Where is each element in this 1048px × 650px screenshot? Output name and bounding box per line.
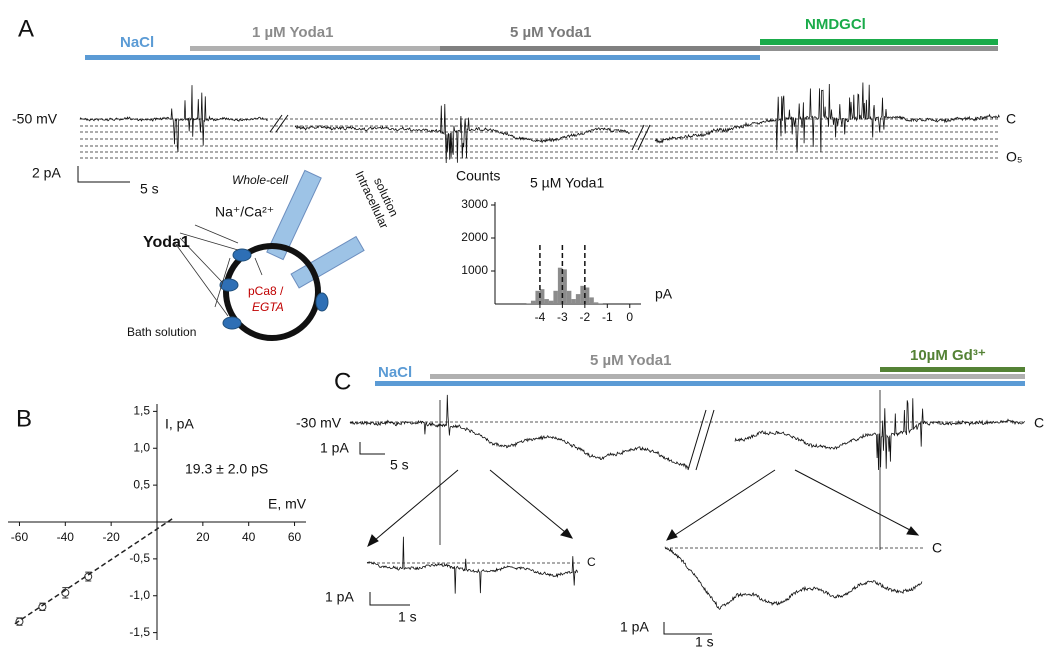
annotation: 19.3 ± 2.0 pS xyxy=(185,461,268,477)
y-tick-label: 3000 xyxy=(461,197,488,211)
condition-bar xyxy=(880,367,1025,372)
axis-title: Counts xyxy=(456,168,500,184)
bar xyxy=(594,302,598,304)
condition-bar xyxy=(375,381,1025,386)
panel-label: C xyxy=(334,368,351,395)
condition-bar xyxy=(760,39,998,45)
scale-label: 5 s xyxy=(140,181,159,197)
fit-line xyxy=(15,518,173,623)
bar xyxy=(553,291,557,304)
x-tick-label: 40 xyxy=(242,530,256,544)
scale-bar xyxy=(78,166,130,182)
trace-segment xyxy=(80,85,268,152)
y-tick-label: 0,5 xyxy=(133,477,150,491)
trace-segment xyxy=(295,104,630,163)
x-tick-label: -3 xyxy=(557,310,568,324)
holding-label: -50 mV xyxy=(12,111,58,127)
diagram-label: EGTA xyxy=(252,300,284,314)
axis-title: pA xyxy=(655,286,673,302)
bar xyxy=(526,303,530,304)
bar xyxy=(567,291,571,304)
state-label: C xyxy=(1006,111,1016,127)
diagram-label: Bath solution xyxy=(127,325,196,339)
bar xyxy=(549,301,553,304)
trace xyxy=(350,390,1025,609)
condition-bar xyxy=(85,55,760,60)
bar xyxy=(571,299,575,304)
panel-label: B xyxy=(16,405,32,432)
bar xyxy=(544,299,548,304)
x-tick-label: -20 xyxy=(102,530,120,544)
scale-label: 1 pA xyxy=(325,589,354,605)
bar xyxy=(576,294,580,304)
state-label: C xyxy=(587,555,596,569)
x-tick-label: -60 xyxy=(11,530,29,544)
bar xyxy=(589,297,593,304)
scale-label: 1 pA xyxy=(320,440,349,456)
scale-label: 2 pA xyxy=(32,165,61,181)
trace-segment xyxy=(665,547,922,610)
diagram-label: Yoda1 xyxy=(143,234,190,251)
level-lines xyxy=(80,119,1000,158)
scale-label: 1 s xyxy=(695,634,714,650)
scale-bar xyxy=(360,442,385,454)
trace-segment xyxy=(655,83,999,152)
state-label: C xyxy=(1034,415,1044,431)
condition-bar xyxy=(190,46,440,51)
y-tick-label: 1,0 xyxy=(133,440,150,454)
diagram-label: Whole-cell xyxy=(232,173,288,187)
diagram-label: pCa8 / xyxy=(248,284,284,298)
y-tick-label: -0,5 xyxy=(129,551,150,565)
x-tick-label: 20 xyxy=(196,530,210,544)
chart-title: 5 µM Yoda1 xyxy=(530,175,604,191)
scale-label: 1 pA xyxy=(620,619,649,635)
holding-label: -30 mV xyxy=(296,415,342,431)
x-tick-label: 0 xyxy=(626,310,633,324)
break-mark xyxy=(270,115,650,150)
axis-title: E, mV xyxy=(268,496,307,512)
y-tick-label: 1,5 xyxy=(133,404,150,418)
condition-bar xyxy=(440,46,760,51)
y-tick-label: 2000 xyxy=(461,230,488,244)
y-tick-label: -1,0 xyxy=(129,588,150,602)
bar xyxy=(630,303,634,304)
y-tick-label: 1000 xyxy=(461,263,488,277)
trace-segment xyxy=(367,537,578,594)
condition-label: NaCl xyxy=(378,364,412,381)
condition-label: 5 µM Yoda1 xyxy=(510,24,591,41)
condition-label: 5 µM Yoda1 xyxy=(590,352,671,369)
zoom-arrows xyxy=(368,470,918,546)
condition-bar xyxy=(430,374,1025,379)
break-mark xyxy=(688,410,714,470)
x-tick-label: -1 xyxy=(602,310,613,324)
axis-title: I, pA xyxy=(165,416,194,432)
x-tick-label: -4 xyxy=(535,310,546,324)
panel-label: A xyxy=(18,15,34,42)
scale-label: 1 s xyxy=(398,609,417,625)
x-tick-label: -2 xyxy=(580,310,591,324)
scale-label: 5 s xyxy=(390,457,409,473)
trace xyxy=(80,83,999,164)
scale-bar xyxy=(664,622,712,634)
pipette xyxy=(291,237,364,288)
diagram-label: Na⁺/Ca²⁺ xyxy=(215,204,274,220)
scale-bar xyxy=(370,592,410,605)
condition-label: 10µM Gd³⁺ xyxy=(910,347,986,364)
condition-label: NaCl xyxy=(120,34,154,51)
y-tick-label: -1,5 xyxy=(129,625,150,639)
condition-bar xyxy=(760,46,998,51)
state-label: O₅ xyxy=(1006,149,1023,165)
bar xyxy=(531,301,535,304)
state-label: C xyxy=(932,540,942,556)
condition-label: 1 µM Yoda1 xyxy=(252,24,333,41)
x-tick-label: -40 xyxy=(57,530,75,544)
bar xyxy=(598,303,602,304)
x-tick-label: 60 xyxy=(288,530,302,544)
condition-label: NMDGCl xyxy=(805,16,866,33)
